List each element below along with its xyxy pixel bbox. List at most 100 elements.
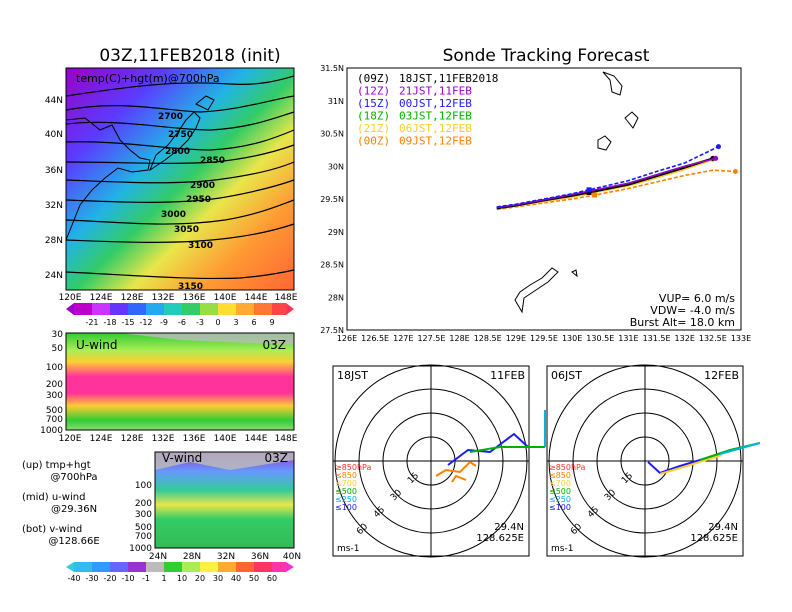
contour-label: 3000 bbox=[161, 210, 186, 220]
uwind-missing-area bbox=[66, 333, 294, 345]
uwind-frame bbox=[65, 332, 295, 431]
hodograph-legend-item: ≤700 bbox=[549, 479, 571, 488]
colorbar-label: 50 bbox=[249, 574, 259, 583]
y-tick-label: 27.5N bbox=[320, 326, 344, 335]
temperature-field bbox=[66, 68, 294, 290]
hodograph-date: 12FEB bbox=[704, 369, 739, 382]
contour-label: 3150 bbox=[178, 282, 203, 292]
tick-label: 500 bbox=[135, 523, 152, 533]
contour-label: 2800 bbox=[165, 147, 190, 157]
contour-label: 3050 bbox=[174, 225, 199, 235]
contour-label: 2850 bbox=[200, 156, 225, 166]
hodograph-lon: 128.625E bbox=[690, 533, 738, 544]
tick-label: 100 bbox=[46, 363, 63, 373]
track-coastlines bbox=[514, 71, 639, 314]
hodograph-legend-item: ≤100 bbox=[335, 503, 357, 512]
hodograph-legend-item: ≤250 bbox=[549, 495, 571, 504]
burst-alt-text: Burst Alt= 18.0 km bbox=[630, 316, 735, 329]
tick-label: 36N bbox=[45, 166, 63, 176]
tick-label: 136E bbox=[183, 434, 206, 444]
hodograph-legend-item: ≤500 bbox=[549, 487, 571, 496]
tick-label: 700 bbox=[46, 415, 63, 425]
tick-label: 36N bbox=[251, 552, 269, 562]
uwind-time: 03Z bbox=[263, 338, 287, 352]
tick-label: 40N bbox=[283, 552, 301, 562]
hodograph-1: 15 30 45 60 18JST 11FEB 29.4N 128.625E m… bbox=[332, 364, 546, 558]
y-tick-label: 29.5N bbox=[320, 195, 344, 204]
tick-label: 500 bbox=[46, 406, 63, 416]
hodograph-legend-item: ≤250 bbox=[335, 495, 357, 504]
x-tick-label: 128.5E bbox=[474, 334, 502, 343]
coastline-hokkaido bbox=[195, 95, 215, 111]
legend-code: (15Z) bbox=[357, 97, 390, 110]
coast-island bbox=[624, 111, 639, 129]
x-tick-label: 127E bbox=[393, 334, 413, 343]
legend-label: 21JST,11FEB bbox=[399, 85, 472, 98]
hodograph-legend-item: ≥850hPa bbox=[549, 463, 586, 472]
y-tick-label: 31N bbox=[328, 97, 344, 106]
vdw-text: VDW= -4.0 m/s bbox=[650, 304, 735, 317]
tick-label: 140E bbox=[214, 434, 237, 444]
colorbar-label: -1 bbox=[142, 574, 150, 583]
hodograph-legend-item: ≤500 bbox=[335, 487, 357, 496]
colorbar-label: 30 bbox=[213, 574, 223, 583]
colorbar-label: -3 bbox=[196, 318, 204, 327]
burst-point bbox=[732, 168, 738, 174]
map-panel: temp(C)+hgt(m)@700hPa 2700 2750 2800 285… bbox=[45, 67, 298, 303]
colorbar-label: -6 bbox=[178, 318, 186, 327]
contour-label: 2950 bbox=[186, 195, 211, 205]
hodograph-lat: 29.4N bbox=[494, 522, 524, 533]
x-tick-label: 132E bbox=[675, 334, 695, 343]
map-x-ticks: 120E 124E 128E 132E 136E 140E 144E 148E bbox=[59, 293, 298, 303]
tick-label: 136E bbox=[183, 293, 206, 303]
contour-labels: 2700 2750 2800 2850 2900 2950 3000 3050 … bbox=[158, 112, 225, 292]
tick-label: 132E bbox=[152, 293, 175, 303]
colorbar-label: 10 bbox=[177, 574, 187, 583]
hodograph-unit: ms-1 bbox=[551, 544, 573, 554]
tick-label: 124E bbox=[90, 434, 113, 444]
tick-label: 148E bbox=[275, 434, 298, 444]
coastline-japan bbox=[148, 111, 201, 172]
vwind-missing-area bbox=[155, 452, 294, 470]
x-tick-label: 128E bbox=[449, 334, 469, 343]
hodograph-legend: ≥850hPa≤850≤700≤500≤250≤100 bbox=[335, 463, 372, 512]
x-tick-label: 129.5E bbox=[530, 334, 558, 343]
tick-label: 120E bbox=[59, 434, 82, 444]
legend-code: (12Z) bbox=[357, 85, 390, 98]
tick-label: 200 bbox=[46, 380, 63, 390]
tick-label: 32N bbox=[45, 201, 63, 211]
coast-island bbox=[514, 267, 559, 314]
tick-label: 140E bbox=[214, 293, 237, 303]
x-tick-label: 133E bbox=[731, 334, 751, 343]
colorbar-label: -12 bbox=[139, 318, 152, 327]
legend-code: (21Z) bbox=[357, 122, 390, 135]
tick-label: 1000 bbox=[129, 544, 152, 554]
vup-text: VUP= 6.0 m/s bbox=[659, 292, 735, 305]
tick-label: 144E bbox=[245, 293, 268, 303]
colorbar-label: -30 bbox=[85, 574, 98, 583]
colorbar-label: -15 bbox=[121, 318, 134, 327]
panel-notes: (up) tmp+hgt @700hPa (mid) u-wind @29.36… bbox=[22, 460, 100, 547]
map-y-ticks: 44N 40N 36N 32N 28N 24N bbox=[45, 96, 63, 281]
hodograph-time: 18JST bbox=[337, 369, 368, 382]
x-tick-label: 130.5E bbox=[586, 334, 614, 343]
tick-label: 44N bbox=[45, 96, 63, 106]
legend-label: 09JST,12FEB bbox=[399, 135, 472, 148]
vwind-frame bbox=[154, 451, 295, 549]
hodograph-curve bbox=[435, 410, 546, 483]
burst-point bbox=[713, 155, 719, 161]
x-tick-label: 132.5E bbox=[699, 334, 727, 343]
track-panel: (09Z) 18JST,11FEB2018 (12Z) 21JST,11FEB (15Z… bbox=[320, 64, 751, 343]
tick-label: 28N bbox=[45, 236, 63, 246]
hodograph-legend: ≥850hPa≤850≤700≤500≤250≤100 bbox=[549, 463, 586, 512]
tick-label: 40N bbox=[45, 130, 63, 140]
vwind-panel: V-wind 03Z 100 200 300 500 700 1000 24N … bbox=[129, 451, 301, 562]
coastline-asia bbox=[65, 117, 151, 241]
legend-label: 00JST,12FEB bbox=[399, 97, 472, 110]
contour-label: 2750 bbox=[168, 130, 193, 140]
colorbar-label: 3 bbox=[233, 318, 238, 327]
colorbar-label: 60 bbox=[267, 574, 277, 583]
tick-label: 120E bbox=[59, 293, 82, 303]
legend-code: (18Z) bbox=[357, 110, 390, 123]
track-legend: (09Z) 18JST,11FEB2018 (12Z) 21JST,11FEB (15Z… bbox=[357, 72, 498, 148]
